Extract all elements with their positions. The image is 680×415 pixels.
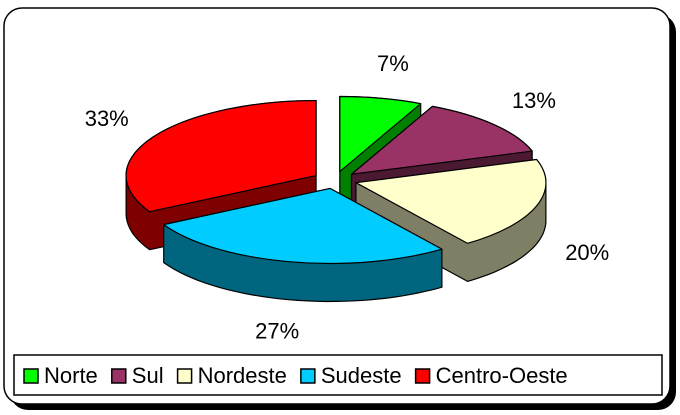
legend-label: Centro-Oeste <box>436 363 568 388</box>
data-label: 13% <box>512 88 556 113</box>
legend-label: Sudeste <box>321 363 402 388</box>
legend-swatch <box>414 368 431 384</box>
pie-slice <box>125 99 317 213</box>
pie: 7% 13% 20% 27% 33% <box>85 51 610 343</box>
legend-swatch <box>176 368 193 384</box>
pie-slice <box>350 105 533 175</box>
data-label: 33% <box>85 106 129 131</box>
pie-slice <box>355 158 547 244</box>
legend-swatch <box>23 368 39 384</box>
pie-slice <box>339 95 422 173</box>
data-label: 27% <box>255 318 299 343</box>
legend-label: Norte <box>44 363 98 388</box>
pie-slice <box>163 187 443 265</box>
legend-label: Nordeste <box>198 363 287 388</box>
legend-swatch <box>111 368 127 384</box>
legend-label: Sul <box>132 363 164 388</box>
legend-swatch <box>300 368 316 384</box>
data-label: 7% <box>377 51 409 76</box>
data-label: 20% <box>565 240 609 265</box>
legend: Norte Sul Nordeste Sudeste Centro-Oeste <box>23 363 568 388</box>
